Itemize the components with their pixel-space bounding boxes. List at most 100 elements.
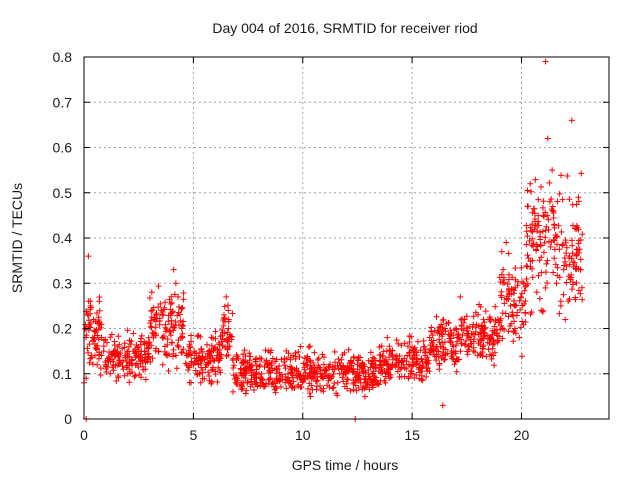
data-point [386, 354, 393, 361]
data-point [482, 324, 489, 331]
data-point [226, 343, 233, 350]
data-point [240, 359, 247, 366]
data-point [115, 373, 122, 380]
data-point [246, 350, 253, 357]
data-point [524, 187, 531, 194]
data-point [361, 361, 367, 368]
data-point [185, 364, 192, 371]
data-point [573, 246, 580, 253]
data-point [380, 348, 387, 355]
data-point [132, 349, 139, 356]
data-point [320, 385, 327, 392]
data-point [569, 201, 576, 208]
data-point [568, 117, 575, 124]
data-point [517, 324, 524, 331]
data-point [558, 229, 565, 236]
data-point [468, 340, 475, 347]
data-point [421, 343, 428, 350]
data-point [470, 321, 477, 328]
data-point [436, 360, 443, 367]
data-point [309, 386, 316, 393]
data-point [187, 349, 194, 356]
data-point [208, 367, 215, 374]
data-point [160, 335, 167, 342]
data-point [551, 255, 558, 262]
data-point [540, 249, 547, 256]
data-point [535, 212, 542, 219]
data-point [196, 370, 203, 377]
data-point [112, 362, 119, 369]
data-point [572, 296, 579, 303]
data-point [457, 293, 464, 300]
data-point [405, 361, 412, 368]
data-point [164, 352, 171, 359]
data-point [500, 274, 507, 281]
data-point [157, 300, 164, 307]
data-point [488, 352, 495, 359]
data-point [314, 356, 321, 363]
data-point [316, 383, 323, 390]
data-point [529, 221, 536, 228]
data-point [517, 306, 524, 313]
data-point [544, 135, 551, 142]
data-point [103, 369, 110, 376]
data-point [175, 337, 182, 344]
data-point [220, 322, 227, 329]
data-point [285, 350, 292, 357]
data-point [409, 370, 416, 377]
data-point [223, 293, 230, 300]
data-point [509, 309, 516, 316]
data-point [566, 253, 573, 260]
data-point [577, 256, 584, 263]
data-point [413, 371, 420, 378]
data-point [273, 366, 280, 373]
data-point [148, 324, 155, 331]
data-point [159, 361, 166, 368]
data-point [575, 194, 582, 201]
data-point [384, 334, 391, 341]
data-point [243, 387, 250, 394]
data-point [256, 363, 263, 370]
data-point [474, 311, 481, 318]
data-point [284, 370, 291, 377]
data-point [403, 358, 410, 365]
data-point [85, 317, 92, 324]
data-point [542, 269, 549, 276]
data-point [476, 301, 483, 308]
data-point [482, 308, 489, 315]
data-point [408, 367, 415, 374]
data-point [197, 360, 204, 367]
data-point [523, 222, 530, 229]
data-point [163, 351, 170, 358]
data-point [503, 239, 510, 246]
data-point [225, 325, 232, 332]
data-point [94, 361, 101, 368]
data-point [283, 385, 290, 392]
data-point [416, 369, 423, 376]
data-point [550, 269, 557, 276]
y-tick-label: 0.7 [53, 94, 73, 110]
data-point [505, 328, 512, 335]
data-point [291, 366, 298, 373]
data-point [92, 318, 99, 325]
data-point [173, 365, 180, 372]
data-point [240, 379, 247, 386]
data-point [538, 307, 545, 314]
data-point [106, 349, 113, 356]
y-tick-label: 0 [64, 411, 72, 427]
data-point [127, 341, 134, 348]
data-point [419, 358, 426, 365]
data-point [132, 348, 139, 355]
y-tick-label: 0.2 [53, 321, 73, 337]
data-point [531, 218, 538, 225]
data-point [386, 366, 393, 373]
data-point [382, 373, 389, 380]
data-point [535, 272, 542, 279]
data-point [187, 344, 194, 351]
data-point [269, 365, 276, 372]
data-point [433, 313, 440, 320]
data-point [369, 363, 376, 370]
data-point [132, 372, 139, 379]
data-point [503, 295, 510, 302]
data-point [450, 343, 457, 350]
